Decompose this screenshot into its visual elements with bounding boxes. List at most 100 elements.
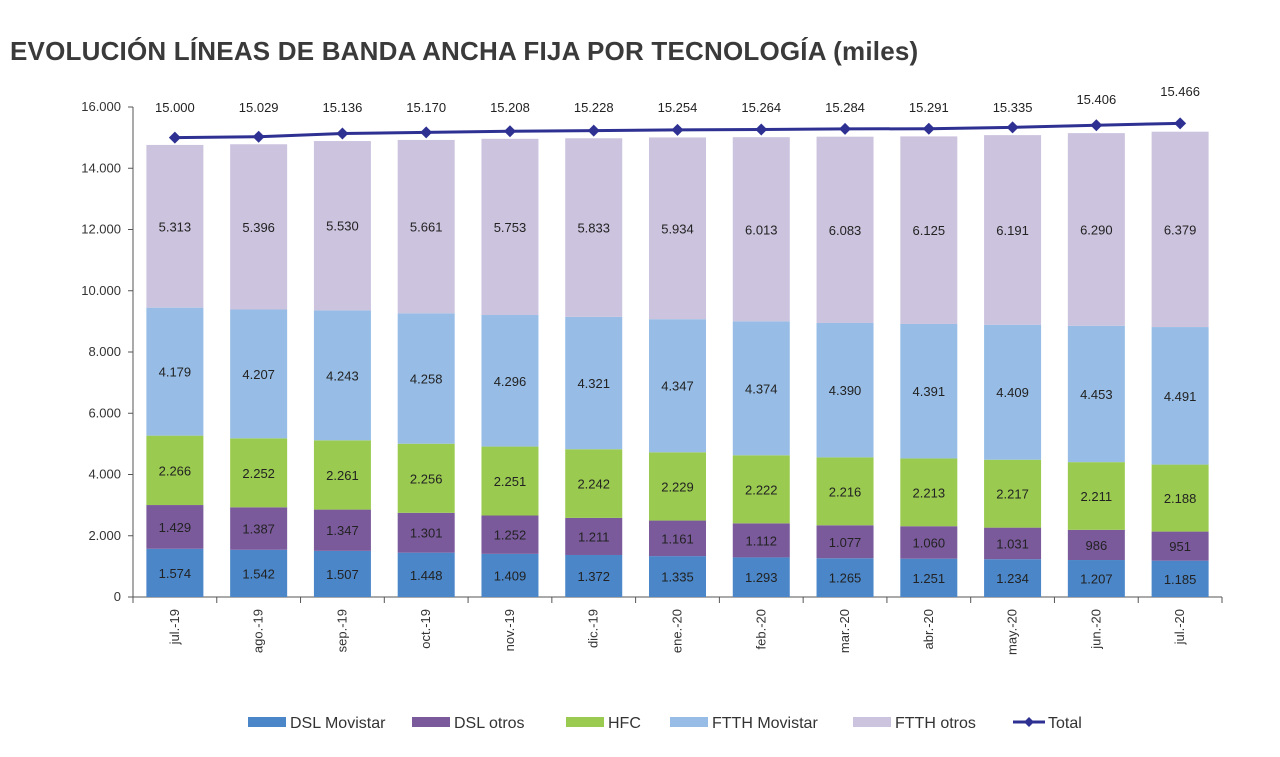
total-point — [839, 122, 852, 135]
data-label: 2.242 — [577, 477, 610, 492]
data-label: 2.261 — [326, 468, 359, 483]
data-label: 1.185 — [1164, 572, 1197, 587]
bar-segment — [481, 446, 539, 516]
total-label: 15.170 — [406, 100, 446, 115]
data-label: 1.251 — [913, 571, 946, 586]
data-label: 4.409 — [996, 385, 1029, 400]
bar-segment — [313, 440, 371, 510]
bar-segment — [900, 323, 958, 459]
y-tick-label: 0 — [114, 589, 121, 604]
data-label: 4.321 — [577, 376, 610, 391]
data-label: 4.390 — [829, 383, 862, 398]
data-label: 2.256 — [410, 471, 443, 486]
total-label: 15.029 — [239, 100, 279, 115]
data-label: 6.379 — [1164, 222, 1197, 237]
bar-segment — [816, 136, 874, 323]
bar-segment — [230, 549, 288, 597]
data-label: 2.216 — [829, 484, 862, 499]
bar-segment — [1151, 327, 1209, 465]
legend-swatch — [853, 717, 891, 727]
data-label: 2.229 — [661, 479, 694, 494]
legend-label: Total — [1048, 715, 1082, 732]
data-label: 1.335 — [661, 570, 694, 585]
x-tick-label: oct.-19 — [418, 609, 433, 649]
bar-segment — [481, 553, 539, 597]
bar-segment — [1151, 131, 1209, 328]
bar-segment — [732, 321, 790, 456]
data-label: 951 — [1169, 539, 1191, 554]
bar-segment — [1067, 529, 1125, 561]
total-point — [1006, 121, 1019, 134]
data-label: 6.013 — [745, 222, 778, 237]
data-label: 1.031 — [996, 536, 1029, 551]
data-label: 1.265 — [829, 571, 862, 586]
total-point — [503, 125, 516, 138]
bar-segment — [1151, 531, 1209, 561]
x-tick-label: dic.-19 — [586, 609, 601, 648]
data-label: 4.296 — [494, 374, 527, 389]
bar-segment — [146, 144, 204, 308]
data-label: 1.211 — [578, 529, 610, 544]
data-label: 2.213 — [913, 485, 946, 500]
bar-segment — [397, 313, 455, 444]
data-label: 1.301 — [410, 526, 443, 541]
x-tick-label: ene.-20 — [670, 609, 685, 653]
data-label: 4.258 — [410, 372, 443, 387]
bar-segment — [984, 135, 1042, 325]
data-label: 6.083 — [829, 223, 862, 238]
bar-segment — [984, 559, 1042, 597]
total-label: 15.264 — [741, 100, 781, 115]
bar-segment — [649, 520, 706, 557]
data-label: 1.347 — [326, 523, 359, 538]
total-label: 15.406 — [1076, 92, 1116, 107]
bar-segment — [146, 505, 204, 549]
bar-segment — [565, 517, 623, 555]
total-point — [587, 124, 600, 137]
y-tick-label: 12.000 — [81, 222, 121, 237]
total-label: 15.000 — [155, 100, 195, 115]
bar-segment — [565, 316, 623, 450]
bar-segment — [313, 141, 371, 311]
bar-segment — [313, 310, 371, 441]
chart-title: EVOLUCIÓN LÍNEAS DE BANDA ANCHA FIJA POR… — [10, 36, 919, 66]
bar-segment — [397, 552, 455, 597]
data-label: 1.077 — [829, 535, 862, 550]
bar-segment — [732, 137, 790, 322]
data-label: 1.293 — [745, 570, 778, 585]
bar-segment — [565, 138, 623, 317]
total-point — [252, 130, 265, 143]
data-label: 2.252 — [242, 466, 275, 481]
bar-segment — [230, 507, 288, 550]
bar-segment — [230, 438, 288, 508]
bar-segment — [900, 458, 958, 527]
data-label: 1.429 — [159, 520, 192, 535]
data-label: 1.252 — [494, 528, 527, 543]
data-label: 4.207 — [242, 367, 275, 382]
bar-segment — [1067, 560, 1125, 597]
x-tick-label: jul.-20 — [1172, 609, 1187, 645]
bar-segment — [816, 322, 874, 458]
legend-label: HFC — [608, 715, 641, 732]
x-tick-label: sep.-19 — [334, 609, 349, 652]
data-label: 1.574 — [159, 566, 192, 581]
data-label: 5.530 — [326, 219, 359, 234]
bar-segment — [1067, 462, 1125, 530]
bar-segment — [397, 512, 455, 553]
total-label: 15.254 — [658, 100, 698, 115]
bar-segment — [397, 443, 455, 513]
data-label: 6.191 — [996, 223, 1029, 238]
data-label: 1.060 — [913, 535, 946, 550]
total-point — [1174, 117, 1187, 130]
legend-swatch — [670, 717, 708, 727]
total-point — [1090, 119, 1103, 132]
data-label: 5.934 — [661, 221, 694, 236]
bar-segment — [1151, 464, 1209, 532]
bar-segment — [649, 452, 706, 521]
data-label: 4.374 — [745, 381, 778, 396]
total-label: 15.284 — [825, 100, 865, 115]
data-label: 1.112 — [745, 533, 777, 548]
data-label: 4.391 — [913, 384, 946, 399]
x-tick-label: nov.-19 — [502, 609, 517, 651]
data-label: 5.833 — [577, 221, 610, 236]
